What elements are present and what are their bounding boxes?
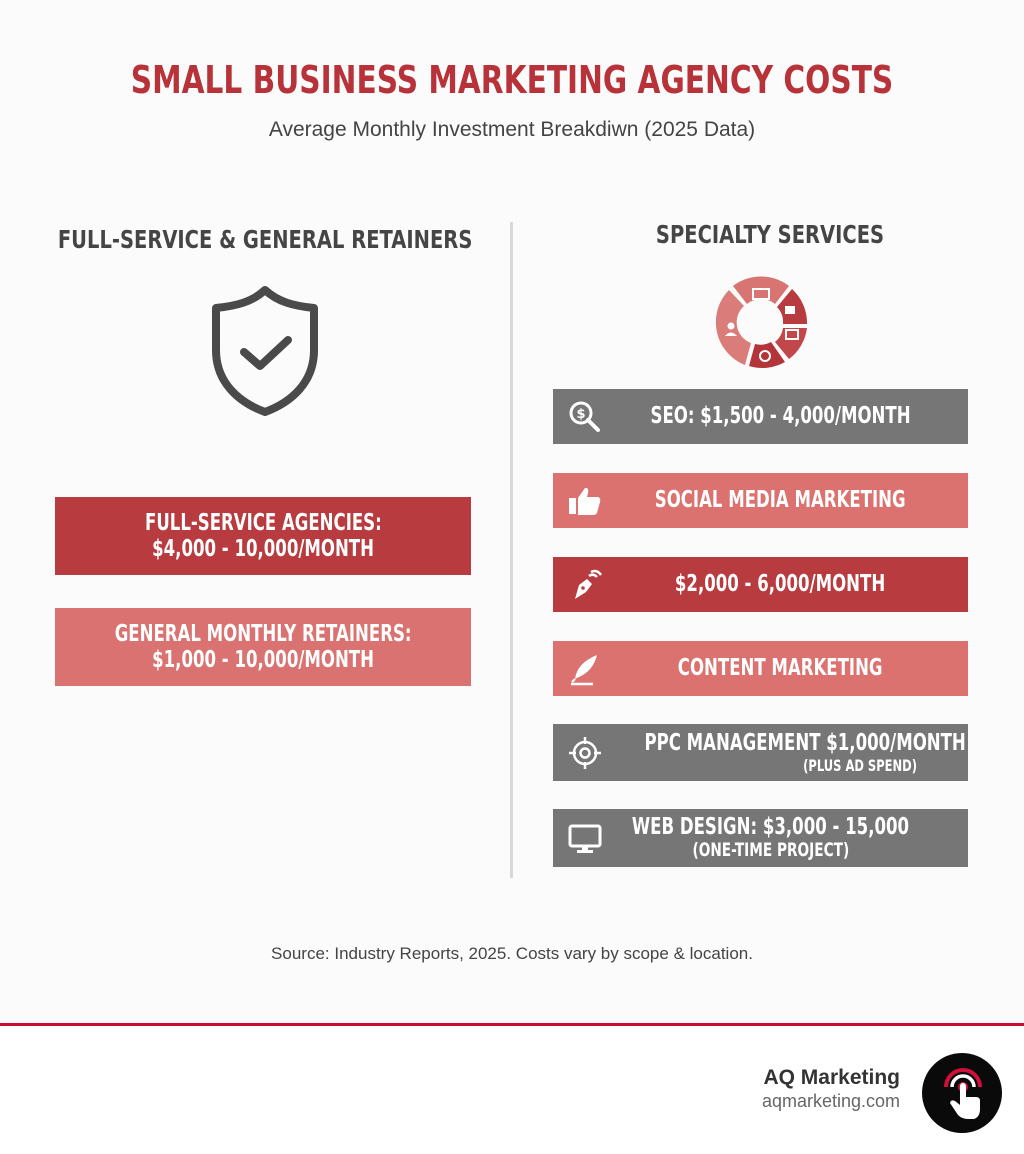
content-marketing-label: CONTENT MARKETING bbox=[678, 655, 883, 682]
full-service-price: $4,000 - 10,000/MONTH bbox=[152, 536, 374, 562]
page-title: SMALL BUSINESS MARKETING AGENCY COSTS bbox=[130, 58, 894, 102]
ppc-sublabel: (PLUS AD SPEND) bbox=[803, 755, 918, 775]
seo-label: SEO: $1,500 - 4,000/MONTH bbox=[650, 403, 911, 430]
page-subtitle: Average Monthly Investment Breakdiwn (20… bbox=[268, 118, 756, 141]
thumbs-up-icon bbox=[569, 487, 601, 515]
social-media-price: $2,000 - 6,000/MONTH bbox=[675, 571, 886, 598]
monitor-icon bbox=[568, 824, 602, 853]
brand-name: AQ Marketing bbox=[763, 1066, 900, 1089]
feather-quill-icon bbox=[571, 654, 597, 685]
brand-url[interactable]: aqmarketing.com bbox=[761, 1091, 900, 1111]
service-ring-icon bbox=[715, 276, 808, 368]
general-retainers-price: $1,000 - 10,000/MONTH bbox=[152, 647, 374, 673]
column-divider bbox=[510, 222, 513, 878]
ppc-label: PPC MANAGEMENT $1,000/MONTH bbox=[644, 730, 967, 757]
content-marketing-bar: CONTENT MARKETING bbox=[553, 641, 968, 696]
right-column-heading: SPECIALTY SERVICES bbox=[655, 220, 885, 249]
web-design-bar: WEB DESIGN: $3,000 - 15,000 (ONE-TIME PR… bbox=[553, 809, 968, 867]
social-media-bar: SOCIAL MEDIA MARKETING bbox=[553, 473, 968, 528]
shield-check-icon bbox=[212, 286, 318, 416]
web-design-sublabel: (ONE-TIME PROJECT) bbox=[692, 839, 849, 862]
social-media-label: SOCIAL MEDIA MARKETING bbox=[655, 487, 906, 514]
seo-bar: $ SEO: $1,500 - 4,000/MONTH bbox=[553, 389, 968, 444]
footer-divider bbox=[0, 1023, 1024, 1026]
footer bbox=[0, 1026, 1024, 1154]
pen-nib-icon bbox=[575, 569, 603, 599]
full-service-label: FULL-SERVICE AGENCIES: bbox=[144, 509, 382, 536]
source-note: Source: Industry Reports, 2025. Costs va… bbox=[271, 944, 753, 963]
ppc-bar: PPC MANAGEMENT $1,000/MONTH (PLUS AD SPE… bbox=[553, 724, 968, 781]
web-design-label: WEB DESIGN: $3,000 - 15,000 bbox=[631, 813, 910, 840]
general-retainers-bar: GENERAL MONTHLY RETAINERS: $1,000 - 10,0… bbox=[55, 608, 471, 686]
svg-text:$: $ bbox=[576, 407, 585, 422]
target-crosshair-icon bbox=[569, 736, 601, 769]
left-column-heading: FULL-SERVICE & GENERAL RETAINERS bbox=[57, 225, 473, 254]
general-retainers-label: GENERAL MONTHLY RETAINERS: bbox=[114, 620, 412, 647]
full-service-agencies-bar: FULL-SERVICE AGENCIES: $4,000 - 10,000/M… bbox=[55, 497, 471, 575]
brand-logo-tap-icon bbox=[922, 1053, 1002, 1133]
social-media-price-bar: $2,000 - 6,000/MONTH bbox=[553, 557, 968, 612]
seo-search-dollar-icon: $ bbox=[569, 401, 600, 432]
